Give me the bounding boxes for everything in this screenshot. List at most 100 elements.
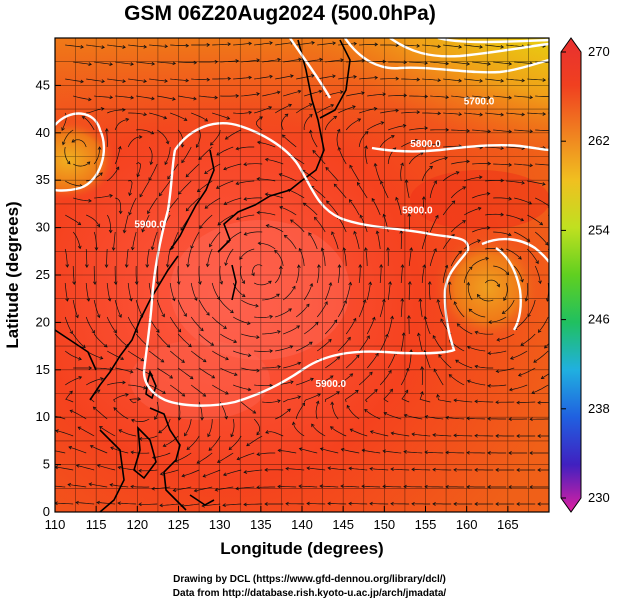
streamline-arrowhead: [375, 352, 379, 357]
streamline: [438, 354, 452, 369]
streamline: [317, 104, 334, 114]
streamline-arrowhead: [277, 448, 282, 453]
streamline-arrowhead: [107, 297, 112, 302]
streamline: [535, 197, 549, 207]
streamline: [379, 264, 382, 284]
streamline: [366, 353, 379, 369]
streamline: [224, 197, 242, 205]
streamline: [409, 127, 428, 131]
streamline: [541, 373, 549, 379]
streamline: [233, 42, 252, 46]
streamline: [115, 61, 134, 65]
streamline-arrowhead: [328, 338, 332, 343]
streamline-arrowhead: [111, 247, 116, 251]
streamline: [453, 434, 473, 437]
streamline: [262, 366, 281, 369]
streamline-arrowhead: [332, 41, 337, 46]
lat-lon-grid: [55, 38, 549, 512]
streamline-arrowhead: [518, 256, 522, 260]
streamline-arrowhead: [495, 369, 500, 374]
streamline: [331, 402, 339, 420]
streamline-arrowhead: [500, 178, 505, 183]
streamline-arrowhead: [274, 249, 278, 254]
streamline-arrowhead: [456, 323, 461, 327]
streamline-arrowhead: [432, 502, 436, 506]
streamline-arrowhead: [68, 445, 72, 450]
streamline-arrowhead: [301, 402, 306, 407]
streamline-arrowhead: [118, 210, 123, 215]
streamline: [395, 197, 402, 216]
streamline: [275, 104, 292, 114]
streamline-arrowhead: [196, 188, 201, 193]
streamline-arrowhead: [356, 181, 361, 186]
streamline-arrowhead: [279, 265, 283, 270]
streamline: [514, 129, 533, 132]
streamline: [451, 95, 470, 99]
streamline-arrowhead: [508, 451, 512, 455]
y-tick-label: 20: [36, 314, 50, 329]
streamline-arrowhead: [65, 264, 70, 268]
streamline: [365, 145, 368, 165]
streamline-arrowhead: [369, 466, 373, 471]
streamline: [243, 503, 263, 505]
streamline: [295, 103, 313, 114]
streamline-arrowhead: [324, 301, 328, 305]
streamline-arrowhead: [96, 314, 101, 319]
streamline: [303, 321, 319, 335]
streamline-arrowhead: [462, 220, 466, 224]
streamline-arrowhead: [466, 485, 470, 489]
streamline: [551, 300, 556, 317]
streamline-arrowhead: [226, 116, 231, 120]
streamline-arrowhead: [369, 371, 373, 376]
streamline: [148, 350, 164, 363]
streamline-arrowhead: [77, 426, 82, 431]
streamline: [113, 231, 116, 251]
streamline: [408, 152, 424, 165]
streamline: [312, 150, 326, 165]
streamline-arrowhead: [80, 79, 84, 84]
streamline-arrowhead: [437, 44, 442, 49]
streamline: [379, 370, 392, 386]
streamline-arrowhead: [533, 359, 537, 363]
streamline-arrowhead: [292, 285, 296, 290]
streamline: [374, 163, 381, 182]
streamline: [527, 299, 536, 317]
streamline: [241, 299, 259, 307]
streamline-arrowhead: [507, 232, 512, 237]
streamline: [365, 389, 378, 403]
streamline-arrowhead: [122, 45, 126, 49]
streamline-arrowhead: [433, 180, 437, 185]
streamline-arrowhead: [325, 166, 330, 171]
streamline-arrowhead: [537, 502, 541, 506]
streamline: [493, 61, 512, 65]
streamline-arrowhead: [496, 337, 501, 342]
streamline-arrowhead: [222, 472, 227, 477]
streamline-arrowhead: [163, 115, 168, 120]
streamline-arrowhead: [252, 410, 257, 414]
streamline: [475, 365, 494, 369]
streamline: [265, 158, 284, 165]
streamline-arrowhead: [317, 264, 321, 268]
streamline-arrowhead: [130, 450, 134, 455]
streamline-arrowhead: [143, 44, 148, 49]
streamline: [365, 247, 368, 267]
streamline: [514, 95, 533, 98]
streamline: [451, 61, 470, 65]
x-tick-label: 120: [126, 517, 148, 532]
y-axis-ticks: 0 5 10 15 20 25 30 35 40 45: [36, 77, 61, 519]
streamline-arrowhead: [309, 113, 313, 118]
streamline-arrowhead: [193, 488, 198, 493]
streamline-arrowhead: [538, 280, 542, 285]
streamline-arrowhead: [193, 96, 197, 101]
streamline-arrowhead: [520, 217, 525, 222]
streamline-arrowhead: [537, 329, 542, 333]
streamline-arrowhead: [487, 61, 491, 66]
streamline: [212, 78, 231, 80]
streamline-arrowhead: [347, 336, 351, 341]
streamline: [178, 180, 192, 195]
streamline-arrowhead: [508, 162, 513, 167]
streamline: [131, 418, 150, 422]
streamline-arrowhead: [140, 357, 145, 362]
streamline: [138, 469, 158, 472]
streamline: [383, 412, 402, 420]
